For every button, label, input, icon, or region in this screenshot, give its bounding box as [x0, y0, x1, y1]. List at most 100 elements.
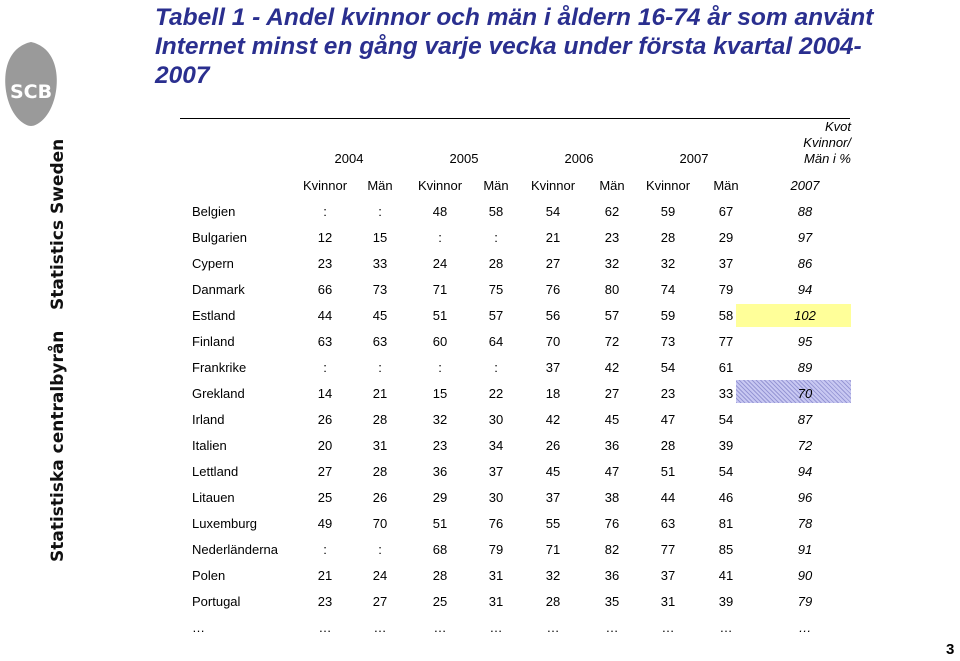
table-cell: …	[373, 620, 387, 635]
table-cell: 68	[432, 542, 448, 557]
kvot-cell: 102	[794, 308, 816, 323]
table-cell: 70	[372, 516, 388, 531]
table-cell: 45	[604, 412, 620, 427]
year-header: 2007	[679, 151, 709, 166]
table-cell: …	[546, 620, 560, 635]
table-cell: 44	[317, 308, 333, 323]
table-cell: :	[494, 360, 498, 375]
table-cell: 23	[317, 594, 333, 609]
table-cell: 79	[488, 542, 504, 557]
country-label: Nederländerna	[192, 542, 279, 557]
kvot-cell: …	[798, 620, 812, 635]
table-cell: 73	[372, 282, 388, 297]
table-cell: 63	[317, 334, 333, 349]
table-cell: 27	[545, 256, 561, 271]
country-label: Grekland	[192, 386, 245, 401]
table-cell: 47	[604, 464, 620, 479]
table-cell: 76	[545, 282, 561, 297]
table-cell: 77	[718, 334, 734, 349]
table-cell: 80	[604, 282, 620, 297]
country-label: Italien	[192, 438, 227, 453]
country-label: Frankrike	[192, 360, 247, 375]
kvot-cell: 70	[797, 386, 813, 401]
year-header: 2004	[334, 151, 364, 166]
table-cell: 48	[432, 204, 448, 219]
table-cell: 41	[718, 568, 734, 583]
table-cell: 14	[317, 386, 333, 401]
logo-text: SCB	[10, 81, 52, 103]
kvot-cell: 96	[797, 490, 813, 505]
table-cell: 45	[372, 308, 388, 323]
year-header: 2006	[564, 151, 594, 166]
sub-header: Män	[599, 178, 625, 193]
table-cell: 85	[718, 542, 734, 557]
table-cell: 57	[488, 308, 504, 323]
table-cell: 54	[545, 204, 561, 219]
table-cell: 30	[488, 490, 504, 505]
country-label: Luxemburg	[192, 516, 258, 531]
table-cell: 54	[718, 412, 734, 427]
table-cell: 71	[432, 282, 448, 297]
table-cell: 36	[604, 568, 620, 583]
table-cell: 37	[718, 256, 734, 271]
table-cell: 28	[372, 412, 388, 427]
table-cell: 37	[488, 464, 504, 479]
country-label: Lettland	[192, 464, 239, 479]
table-cell: 22	[488, 386, 504, 401]
table-cell: :	[494, 230, 498, 245]
country-label: Danmark	[192, 282, 245, 297]
table-cell: 72	[604, 334, 620, 349]
table-cell: 37	[660, 568, 676, 583]
sub-header: Kvinnor	[530, 178, 576, 193]
country-label: Litauen	[192, 490, 235, 505]
sub-header: Män	[483, 178, 509, 193]
table-cell: 32	[660, 256, 676, 271]
kvot-cell: 91	[797, 542, 813, 557]
table-cell: 75	[488, 282, 504, 297]
sub-header: 2007	[790, 178, 820, 193]
kvot-header-line: Män i %	[804, 151, 851, 166]
table-cell: 35	[604, 594, 620, 609]
table-cell: 23	[432, 438, 448, 453]
kvot-cell: 89	[797, 360, 813, 375]
table-cell: 32	[432, 412, 448, 427]
table-cell: 59	[660, 204, 676, 219]
table-cell: 45	[545, 464, 561, 479]
table-cell: 30	[488, 412, 504, 427]
table-cell: …	[489, 620, 503, 635]
table-cell: 25	[432, 594, 448, 609]
table-cell: 29	[718, 230, 734, 245]
kvot-cell: 72	[797, 438, 813, 453]
table-cell: 28	[545, 594, 561, 609]
table-cell: 63	[372, 334, 388, 349]
table-cell: 32	[545, 568, 561, 583]
country-label: Irland	[192, 412, 225, 427]
table-cell: 37	[545, 360, 561, 375]
table-cell: 58	[488, 204, 504, 219]
country-label: Belgien	[192, 204, 236, 219]
table-cell: 62	[604, 204, 620, 219]
brand-name-en: Statistics Sweden	[48, 138, 68, 310]
table-cell: 74	[660, 282, 676, 297]
table-cell: 31	[488, 568, 504, 583]
kvot-cell: 90	[797, 568, 813, 583]
page-number: 3	[946, 641, 955, 658]
table-cell: 57	[604, 308, 620, 323]
table-cell: 63	[660, 516, 676, 531]
table-cell: 31	[660, 594, 676, 609]
table-cell: 36	[432, 464, 448, 479]
country-label: Estland	[192, 308, 236, 323]
kvot-cell: 94	[797, 282, 813, 297]
table-cell: 59	[660, 308, 676, 323]
table-cell: 79	[718, 282, 734, 297]
country-label: Portugal	[192, 594, 241, 609]
kvot-cell: 88	[797, 204, 813, 219]
scb-logo: SCB	[5, 42, 57, 126]
table-cell: 15	[432, 386, 448, 401]
table-cell: 21	[317, 568, 333, 583]
sub-header: Män	[367, 178, 393, 193]
table-cell: :	[378, 360, 382, 375]
table-cell: 29	[432, 490, 448, 505]
table-cell: 47	[660, 412, 676, 427]
table-cell: 27	[604, 386, 620, 401]
